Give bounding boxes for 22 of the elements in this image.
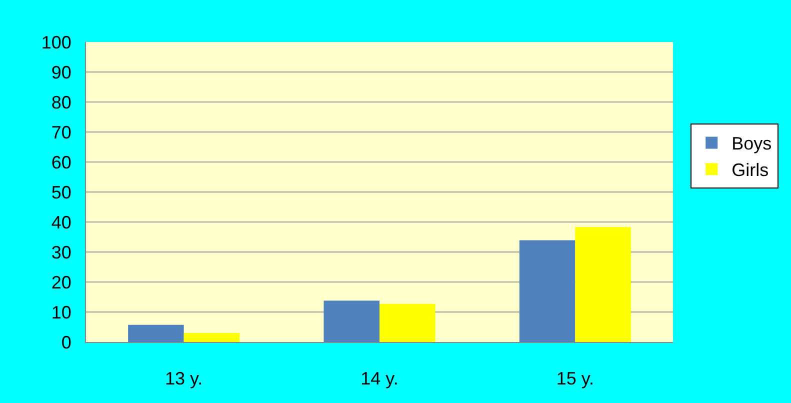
legend-label: Girls	[732, 160, 769, 180]
y-tick-label: 40	[51, 212, 72, 232]
x-tick-label: 15 y.	[556, 368, 594, 389]
y-tick-label: 60	[51, 152, 72, 172]
bar	[184, 333, 240, 342]
y-tick-label: 30	[51, 242, 72, 262]
y-tick-label: 10	[51, 302, 72, 322]
bar	[324, 300, 380, 342]
y-tick-label: 100	[41, 32, 72, 52]
bar	[380, 304, 436, 342]
y-tick-label: 70	[51, 122, 72, 142]
y-tick-label: 90	[51, 62, 72, 82]
y-tick-label: 50	[51, 182, 72, 202]
x-tick-label: 13 y.	[164, 368, 203, 389]
bar	[575, 227, 631, 342]
legend-label: Boys	[732, 134, 772, 154]
x-tick-label: 14 y.	[360, 368, 398, 389]
y-tick-label: 20	[51, 272, 72, 292]
bar	[519, 240, 576, 342]
bar	[128, 324, 184, 342]
y-tick-label: 0	[61, 332, 72, 352]
y-tick-label: 80	[51, 92, 72, 112]
